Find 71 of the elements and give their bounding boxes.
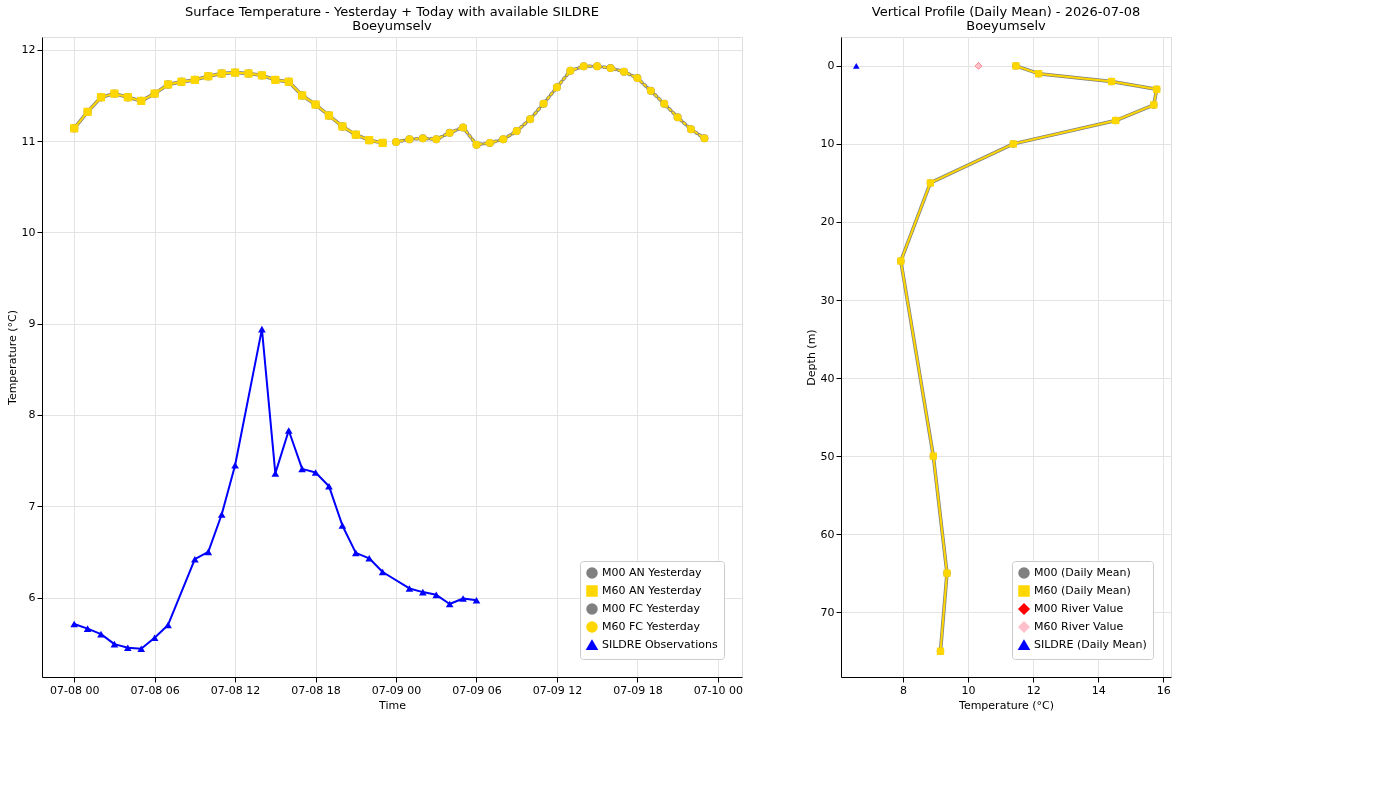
x-tick-label: 07-09 06 xyxy=(452,683,502,697)
y-tick-label: 10 xyxy=(820,137,835,151)
x-axis-title: Time xyxy=(378,698,407,712)
chart-subtitle: Boeyumselv xyxy=(966,18,1047,33)
point xyxy=(852,63,860,69)
x-tick-label: 07-09 00 xyxy=(371,683,422,697)
point xyxy=(338,522,347,529)
x-tick-label: 07-10 00 xyxy=(693,683,744,697)
legend-label: SILDRE Observations xyxy=(602,638,718,651)
x-tick-label: 12 xyxy=(1026,683,1041,697)
legend-label: M00 AN Yesterday xyxy=(602,566,703,579)
legend-label: M00 (Daily Mean) xyxy=(1034,566,1131,579)
x-tick-label: 07-08 06 xyxy=(130,683,180,697)
point xyxy=(271,470,280,477)
y-axis-title: Depth (m) xyxy=(804,329,818,386)
y-axis-title: Temperature (°C) xyxy=(5,310,19,406)
legend-label: M00 River Value xyxy=(1034,602,1124,615)
x-tick-label: 07-08 18 xyxy=(291,683,341,697)
legend-label: M60 (Daily Mean) xyxy=(1034,584,1131,597)
legend-label: M60 AN Yesterday xyxy=(602,584,703,597)
x-tick-label: 07-08 12 xyxy=(210,683,261,697)
y-tick-label: 0 xyxy=(827,59,835,73)
y-tick-label: 20 xyxy=(820,215,835,229)
point xyxy=(432,591,441,599)
y-tick-label: 11 xyxy=(21,134,36,148)
y-tick-label: 40 xyxy=(820,371,835,385)
legend-label: M00 FC Yesterday xyxy=(602,602,701,615)
point xyxy=(445,600,454,608)
y-tick-label: 6 xyxy=(28,591,36,605)
x-tick-label: 16 xyxy=(1156,683,1171,697)
x-tick-label: 07-08 00 xyxy=(49,683,100,697)
point xyxy=(83,625,92,632)
point xyxy=(351,549,360,557)
point xyxy=(298,465,306,473)
point xyxy=(150,634,159,642)
x-tick-label: 8 xyxy=(900,683,908,697)
y-tick-label: 10 xyxy=(21,225,36,239)
y-tick-label: 8 xyxy=(28,408,36,422)
y-tick-label: 70 xyxy=(820,605,835,619)
y-tick-label: 12 xyxy=(21,43,36,57)
y-tick-label: 50 xyxy=(820,449,835,463)
legend-label: M60 FC Yesterday xyxy=(602,620,701,633)
point xyxy=(137,645,146,653)
chart-title: Surface Temperature - Yesterday + Today with available SILDRE xyxy=(184,4,600,19)
point xyxy=(204,548,213,556)
point xyxy=(459,595,467,602)
x-tick-label: 07-09 18 xyxy=(613,683,663,697)
point xyxy=(124,644,132,652)
y-tick-label: 60 xyxy=(820,527,835,541)
point xyxy=(405,585,414,592)
point xyxy=(191,555,199,563)
x-tick-label: 14 xyxy=(1091,683,1106,697)
point xyxy=(164,621,172,629)
point xyxy=(472,597,481,604)
chart-subtitle: Boeyumselv xyxy=(352,18,433,33)
point xyxy=(217,511,226,518)
x-tick-label: 07-09 12 xyxy=(532,683,583,697)
point xyxy=(110,640,119,648)
x-axis-title: Temperature (°C) xyxy=(958,698,1054,712)
point xyxy=(311,469,320,476)
legend-label: M60 River Value xyxy=(1034,620,1124,633)
chart-title: Vertical Profile (Daily Mean) - 2026-07-08 xyxy=(871,4,1141,19)
point xyxy=(378,568,387,576)
point xyxy=(70,620,79,628)
point xyxy=(284,427,293,434)
y-tick-label: 9 xyxy=(28,317,36,331)
x-tick-label: 10 xyxy=(961,683,976,697)
y-tick-label: 30 xyxy=(820,293,835,307)
y-tick-label: 7 xyxy=(28,499,36,513)
point xyxy=(365,555,374,562)
legend-label: SILDRE (Daily Mean) xyxy=(1034,638,1147,651)
